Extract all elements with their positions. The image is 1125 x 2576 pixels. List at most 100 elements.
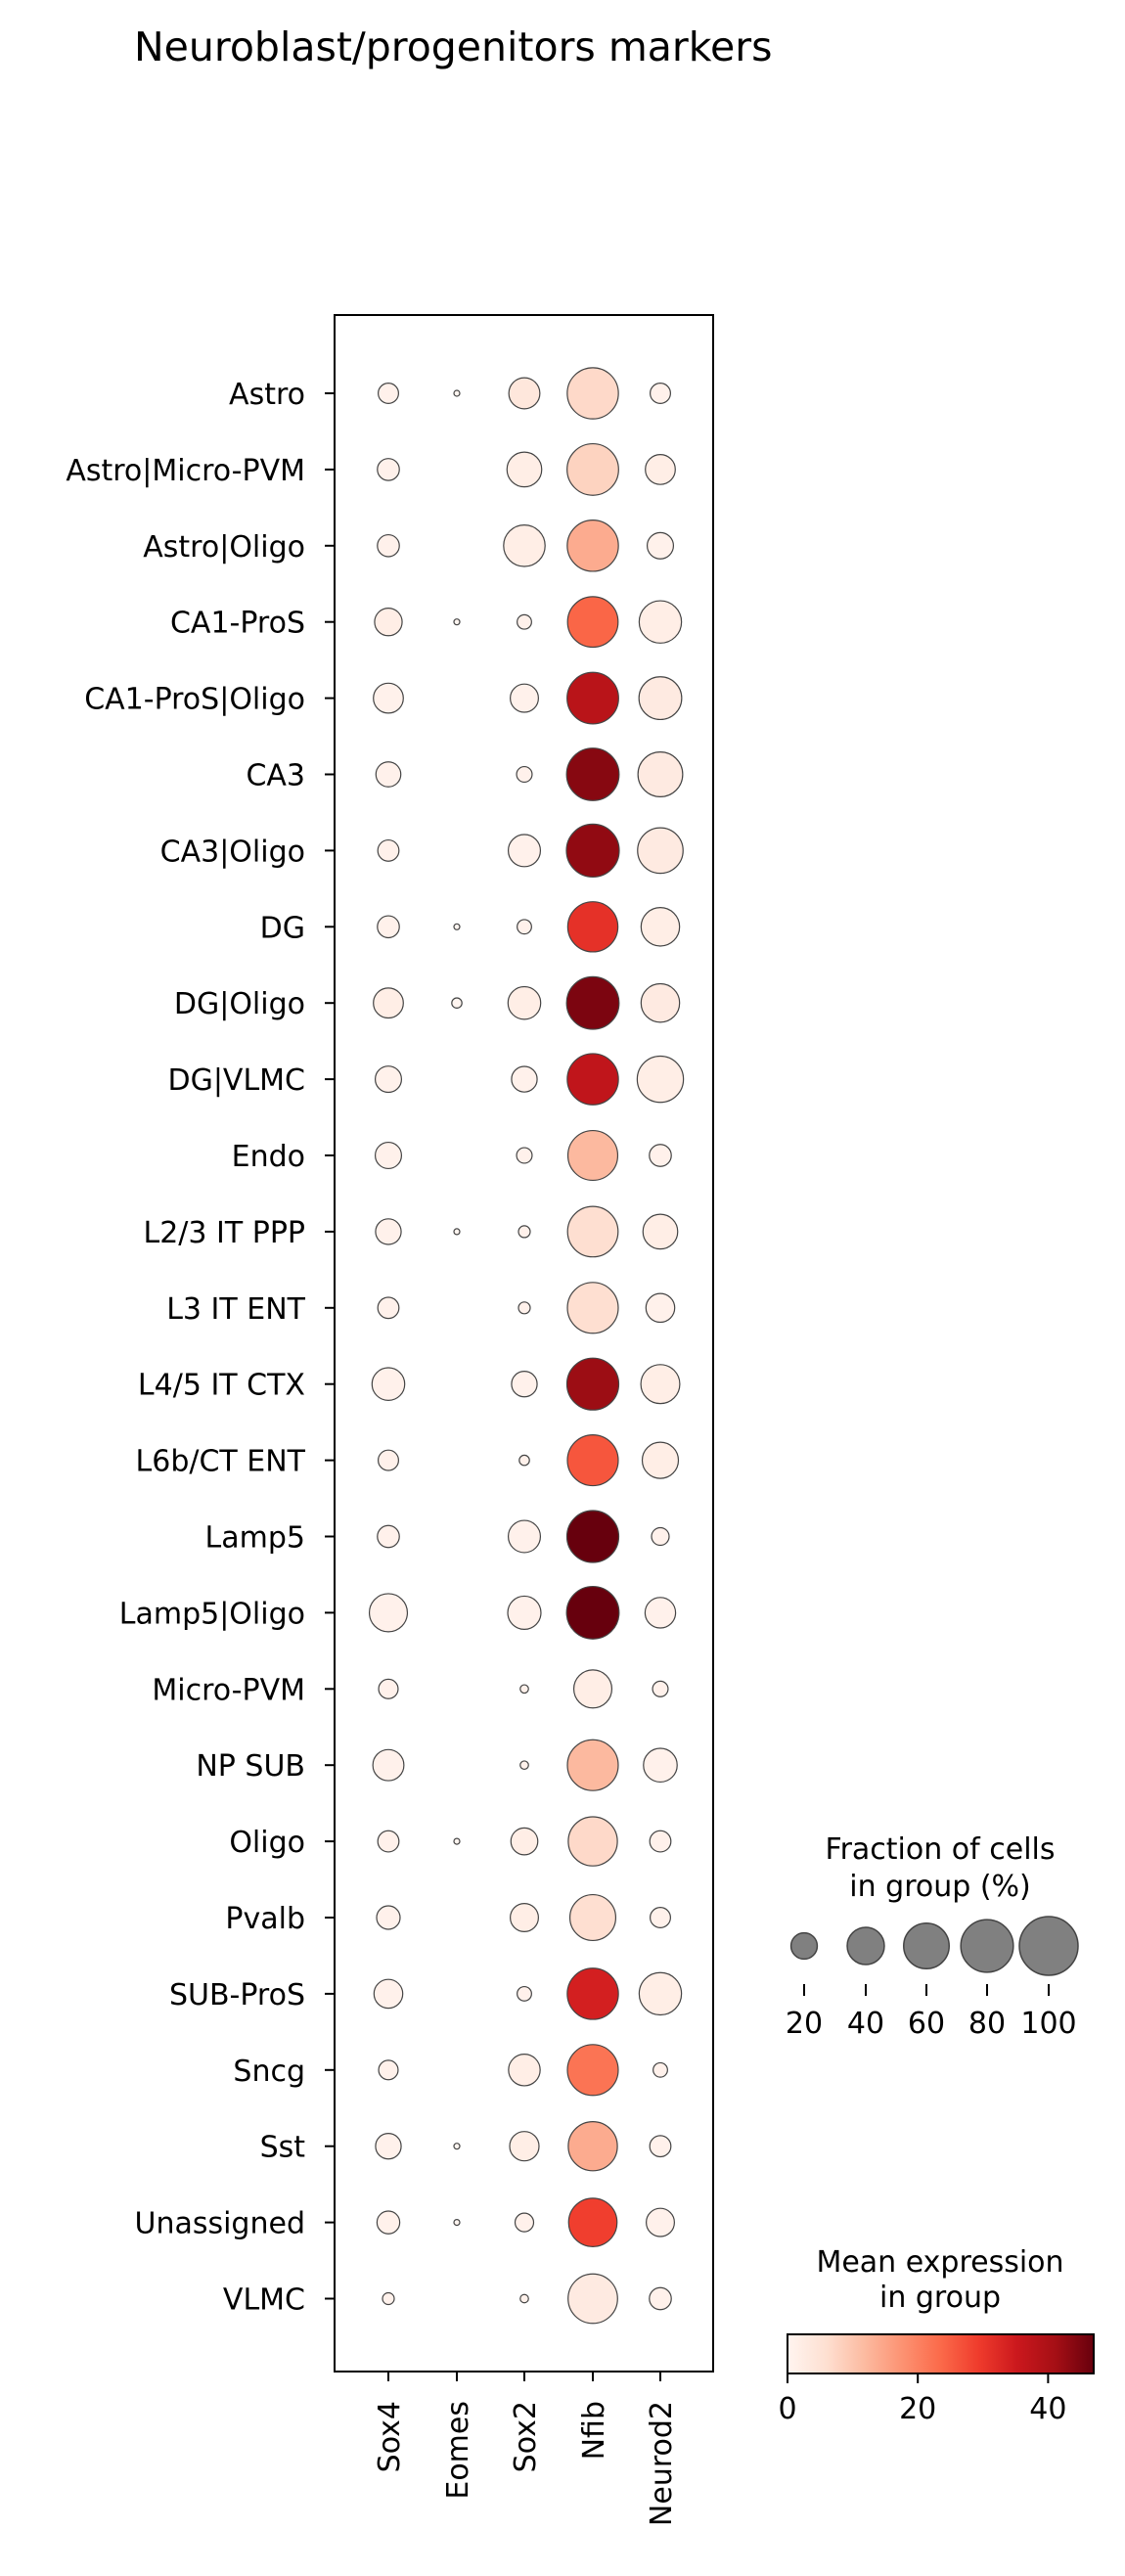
dot-ca3-oligo-sox2	[509, 835, 541, 867]
dot-unassigned-neurod2	[647, 2208, 675, 2237]
dot-astro-sox4	[379, 384, 399, 404]
dot-l6b-ct-ent-neurod2	[643, 1442, 679, 1478]
dot-l2-3-it-ppp-eomes	[454, 1229, 460, 1235]
dot-l2-3-it-ppp-nfib	[567, 1206, 618, 1257]
dot-sncg-neurod2	[653, 2062, 668, 2077]
dot-ca1-pros-oligo-sox2	[511, 684, 539, 712]
dot-endo-sox2	[517, 1148, 532, 1163]
y-tick-label-np-sub: NP SUB	[196, 1749, 305, 1784]
dot-l4-5-it-ctx-sox2	[512, 1372, 537, 1397]
color-legend-title-line2: in group	[879, 2281, 1001, 2315]
dot-ca3-neurod2	[638, 752, 683, 797]
dot-ca1-pros-sox2	[518, 614, 532, 629]
dot-oligo-eomes	[454, 1838, 460, 1844]
y-tick-label-vlmc: VLMC	[223, 2283, 305, 2318]
dot-lamp5-oligo-neurod2	[645, 1598, 675, 1628]
dot-micro-pvm-sox2	[520, 1685, 528, 1693]
dot-sncg-sox2	[509, 2055, 540, 2086]
y-tick-label-endo: Endo	[232, 1140, 305, 1174]
dot-sub-pros-nfib	[567, 1968, 618, 2019]
dot-lamp5-sox2	[509, 1520, 541, 1553]
dot-astro-sox2	[509, 378, 540, 409]
dot-l6b-ct-ent-sox2	[519, 1455, 529, 1465]
y-tick-label-ca3-oligo: CA3|Oligo	[160, 835, 305, 869]
dot-l4-5-it-ctx-neurod2	[641, 1365, 680, 1404]
dot-l2-3-it-ppp-sox2	[518, 1226, 530, 1238]
dot-dg-oligo-sox2	[508, 986, 540, 1018]
y-tick-label-l2-3-it-ppp: L2/3 IT PPP	[143, 1216, 305, 1250]
dot-np-sub-sox4	[373, 1749, 404, 1781]
dot-astro-micro-pvm-nfib	[567, 444, 619, 496]
dot-ca3-nfib	[566, 748, 619, 801]
dot-unassigned-nfib	[568, 2198, 616, 2246]
dot-l6b-ct-ent-nfib	[567, 1435, 618, 1486]
dot-sst-eomes	[454, 2144, 460, 2149]
dot-l3-it-ent-neurod2	[646, 1293, 674, 1322]
dot-unassigned-sox4	[377, 2211, 399, 2234]
y-tick-label-pvalb: Pvalb	[225, 1902, 305, 1936]
size-legend-dot-80	[961, 1920, 1013, 1972]
x-tick-label-eomes: Eomes	[441, 2401, 475, 2500]
size-legend-dot-60	[904, 1923, 949, 1968]
dot-micro-pvm-neurod2	[652, 1681, 668, 1696]
dot-oligo-sox4	[378, 1830, 399, 1852]
dot-dg-oligo-neurod2	[641, 984, 679, 1022]
dot-astro-micro-pvm-neurod2	[646, 455, 676, 485]
y-tick-label-dg: DG	[260, 911, 305, 945]
dot-vlmc-sox4	[382, 2293, 394, 2305]
dot-sub-pros-neurod2	[639, 1972, 681, 2014]
dot-l4-5-it-ctx-sox4	[372, 1368, 404, 1400]
colorbar-ticks: 0 20 40	[778, 2373, 1066, 2426]
dot-ca3-oligo-neurod2	[638, 828, 683, 873]
y-tick-label-ca1-pros: CA1-ProS	[170, 607, 305, 641]
dot-ca3-sox4	[376, 762, 400, 787]
dot-oligo-sox2	[511, 1828, 538, 1855]
dot-l3-it-ent-sox4	[378, 1297, 399, 1319]
dot-lamp5-neurod2	[652, 1528, 669, 1546]
dot-dg-vlmc-sox2	[512, 1066, 537, 1092]
chart-title: Neuroblast/progenitors markers	[134, 23, 772, 70]
dot-dg-vlmc-sox4	[376, 1066, 402, 1093]
y-tick-label-sub-pros: SUB-ProS	[169, 1978, 305, 2012]
dot-endo-sox4	[376, 1143, 402, 1169]
size-legend: Fraction of cells in group (%) 20 40 60 80 1…	[786, 1832, 1078, 2041]
size-legend-label-40: 40	[847, 2007, 884, 2041]
y-tick-label-micro-pvm: Micro-PVM	[152, 1673, 305, 1707]
y-tick-label-astro-micro-pvm: Astro|Micro-PVM	[66, 454, 305, 488]
size-legend-items: 20 40 60 80 100	[786, 1917, 1078, 2041]
colorbar	[788, 2334, 1094, 2373]
dot-astro-neurod2	[651, 384, 671, 404]
dot-dg-eomes	[454, 924, 460, 929]
dot-ca1-pros-sox4	[375, 609, 402, 636]
y-tick-label-lamp5: Lamp5	[205, 1521, 305, 1556]
dot-ca1-pros-nfib	[567, 597, 618, 648]
size-legend-title-line2: in group (%)	[849, 1870, 1030, 1904]
size-legend-label-100: 100	[1020, 2007, 1076, 2041]
size-legend-dot-40	[847, 1927, 884, 1965]
dot-ca1-pros-neurod2	[639, 601, 681, 643]
dot-unassigned-eomes	[454, 2220, 460, 2226]
dot-ca3-oligo-sox4	[378, 840, 399, 862]
dot-dg-oligo-eomes	[452, 998, 462, 1008]
y-tick-label-astro-oligo: Astro|Oligo	[143, 530, 305, 565]
dot-sncg-nfib	[567, 2045, 618, 2096]
dot-pvalb-neurod2	[651, 1908, 671, 1928]
size-legend-label-60: 60	[908, 2007, 945, 2041]
dot-sst-nfib	[568, 2122, 617, 2171]
dot-astro-oligo-nfib	[567, 520, 618, 571]
y-tick-label-ca3: CA3	[246, 759, 305, 793]
dot-astro-nfib	[567, 368, 618, 419]
dot-np-sub-sox2	[520, 1761, 528, 1769]
dot-vlmc-sox2	[520, 2294, 528, 2302]
y-tick-label-lamp5-oligo: Lamp5|Oligo	[119, 1597, 305, 1631]
dots-layer	[370, 368, 684, 2324]
dot-micro-pvm-sox4	[379, 1679, 398, 1698]
y-tick-label-oligo: Oligo	[229, 1826, 305, 1860]
colorbar-tick-label-40: 40	[1029, 2392, 1066, 2426]
colorbar-tick-label-20: 20	[899, 2392, 936, 2426]
dot-dg-vlmc-nfib	[567, 1054, 618, 1105]
dot-endo-nfib	[568, 1131, 618, 1181]
dot-dg-vlmc-neurod2	[637, 1056, 683, 1102]
dot-ca1-pros-eomes	[454, 619, 460, 625]
